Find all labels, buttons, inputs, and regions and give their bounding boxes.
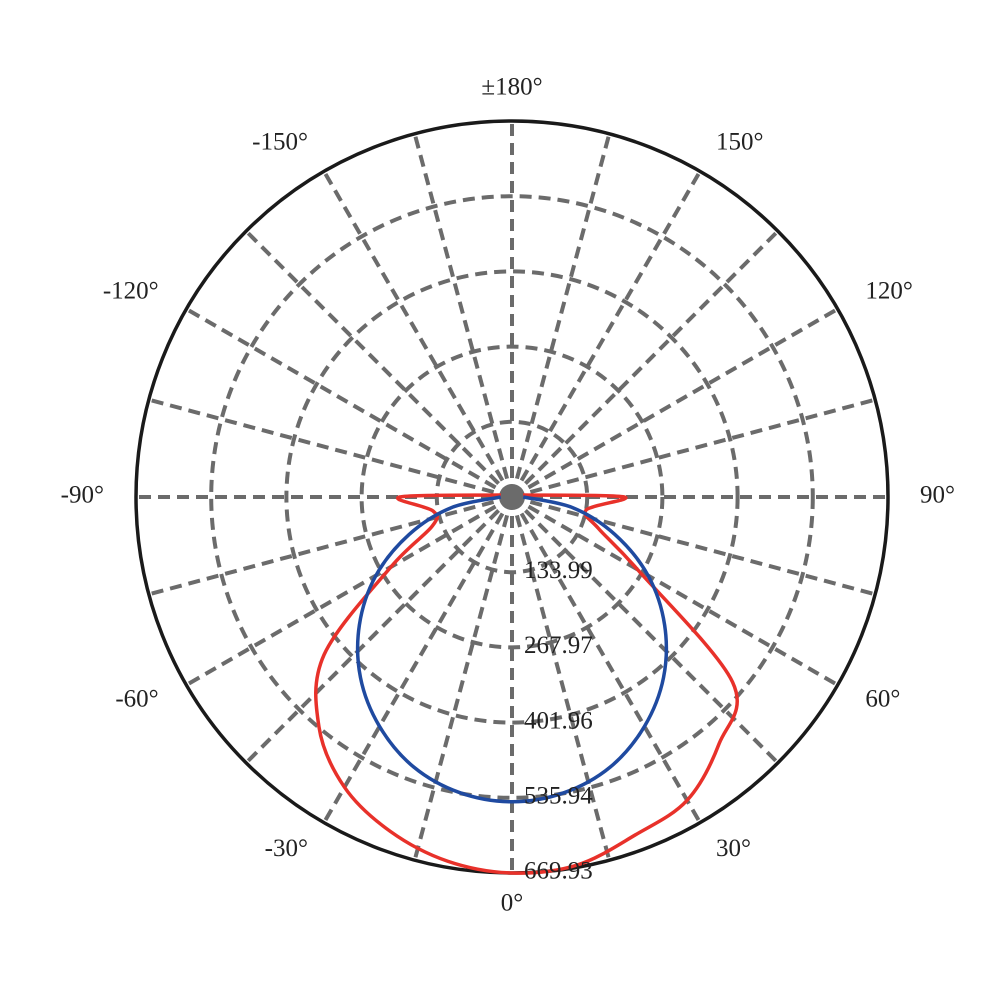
grid-spoke xyxy=(322,170,514,499)
grid-spoke xyxy=(185,307,514,499)
minor-spoke xyxy=(244,229,514,499)
grid-spoke xyxy=(510,495,839,687)
r-tick-label: 535.94 xyxy=(524,783,593,810)
grid-spoke xyxy=(185,495,514,687)
angle-label: 120° xyxy=(865,278,913,305)
series-line xyxy=(314,493,739,875)
angle-label: 60° xyxy=(865,686,900,713)
minor-spoke xyxy=(244,495,514,765)
center-dot xyxy=(499,484,525,510)
minor-spoke xyxy=(510,133,612,498)
r-tick-label: 401.96 xyxy=(524,707,593,734)
grid-spoke xyxy=(510,307,839,499)
minor-spoke xyxy=(510,229,780,499)
minor-spoke xyxy=(148,495,513,597)
angle-label: 0° xyxy=(501,890,524,917)
series-line xyxy=(355,495,669,804)
angle-label: ±180° xyxy=(481,74,542,101)
angle-label: -90° xyxy=(61,482,104,509)
angle-label: 90° xyxy=(920,482,955,509)
minor-spoke xyxy=(412,496,514,861)
minor-spoke xyxy=(148,397,513,499)
grid-ring xyxy=(209,194,815,800)
grid-spoke xyxy=(510,170,702,499)
grid-spoke xyxy=(322,495,514,824)
grid-ring xyxy=(359,344,665,650)
r-tick-label: 267.97 xyxy=(524,632,593,659)
minor-spoke xyxy=(412,133,514,498)
r-tick-label: 669.93 xyxy=(524,858,593,885)
angle-label: 30° xyxy=(716,835,751,862)
minor-spoke xyxy=(510,496,612,861)
angle-label: -150° xyxy=(252,128,308,155)
grid-ring xyxy=(284,269,740,725)
grid-spoke xyxy=(510,495,702,824)
minor-spoke xyxy=(511,397,876,499)
angle-label: -60° xyxy=(115,686,158,713)
r-tick-label: 133.99 xyxy=(524,557,593,584)
angle-label: -120° xyxy=(103,278,159,305)
minor-spoke xyxy=(511,495,876,597)
angle-label: 150° xyxy=(716,128,764,155)
angle-label: -30° xyxy=(265,835,308,862)
